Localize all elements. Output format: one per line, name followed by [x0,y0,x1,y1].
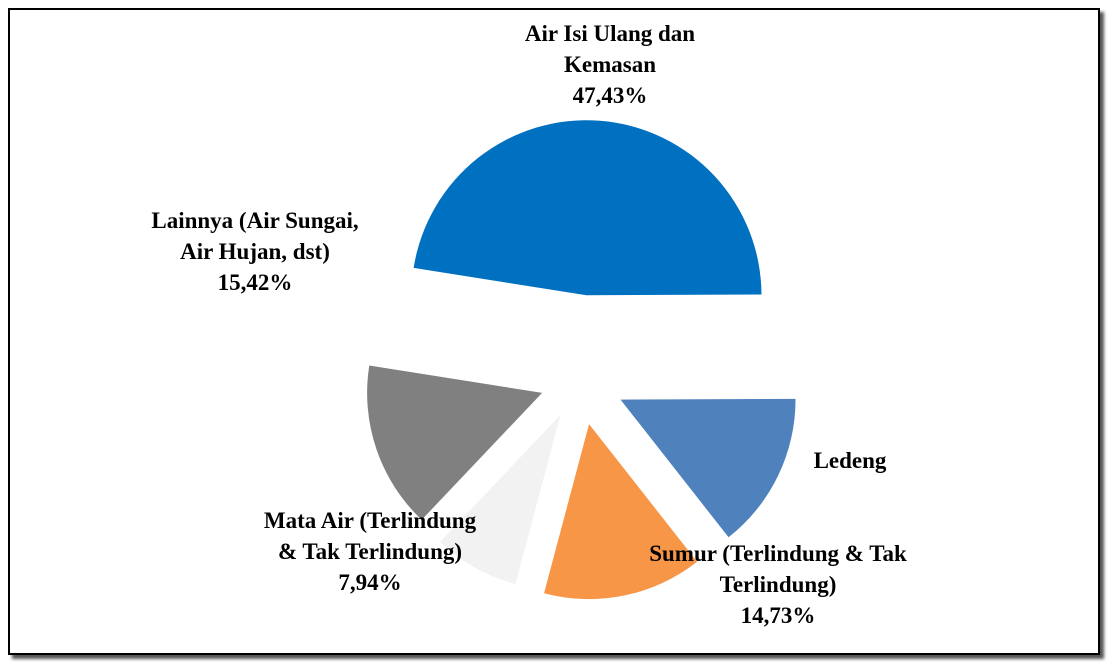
value-label: 47,43% [572,83,648,108]
category-label: Air Isi Ulang dan Kemasan [524,21,696,77]
slice-label: Sumur (Terlindung & Tak Terlindung) 14,73… [643,538,913,631]
slice-label: Air Isi Ulang dan Kemasan 47,43% [500,18,720,111]
category-label: Lainnya (Air Sungai, Air Hujan, dst) [151,208,359,264]
slice-label: Mata Air (Terlindung & Tak Terlindung) 7,… [255,505,485,598]
pie-slice [620,398,796,538]
pie-slice [440,414,561,585]
pie-slice [413,120,762,296]
value-label: 15,42% [217,270,293,295]
slice-label: Ledeng [790,445,910,476]
category-label: Sumur (Terlindung & Tak Terlindung) [649,541,907,597]
chart-frame [8,8,1100,655]
slice-label: Lainnya (Air Sungai, Air Hujan, dst) 15,4… [135,205,375,298]
pie-slice [367,365,543,520]
category-label: Ledeng [813,448,887,473]
value-label: 7,94% [338,570,402,595]
category-label: Mata Air (Terlindung & Tak Terlindung) [263,508,477,564]
pie-slice [544,424,698,600]
value-label: 14,73% [740,603,816,628]
